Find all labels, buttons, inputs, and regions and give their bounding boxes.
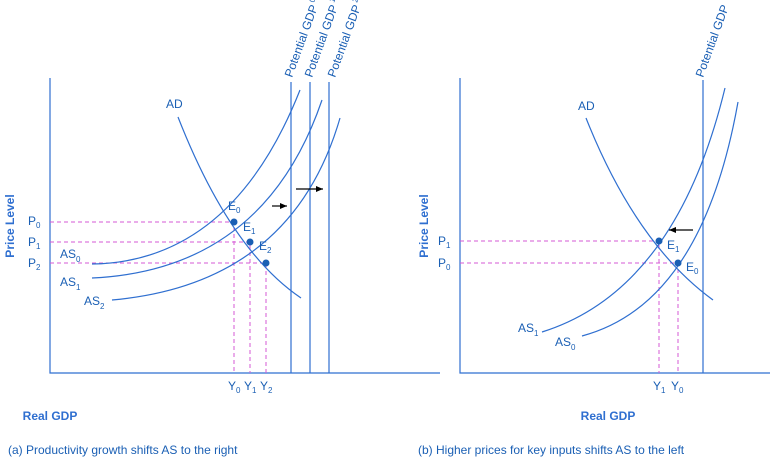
panel-b-x-axis-label: Real GDP xyxy=(581,409,636,423)
panel-a-caption: (a) Productivity growth shifts AS to the… xyxy=(8,443,238,457)
panel-b-e0-label: E0 xyxy=(686,260,699,276)
panel-b: Real GDP Price Level AD Potential GDP AS… xyxy=(417,3,770,457)
panel-b-e0-point xyxy=(674,259,682,267)
panel-b-potential-gdp-label: Potential GDP xyxy=(693,3,732,79)
panel-a-as0-label: AS0 xyxy=(60,247,81,264)
panel-a-p1-label: P1 xyxy=(28,235,41,251)
panel-b-y1-label: Y1 xyxy=(653,379,666,395)
panel-b-as1-label: AS1 xyxy=(518,321,539,338)
panel-a-e0-label: E0 xyxy=(228,199,241,215)
panel-a-ad-curve xyxy=(177,116,302,299)
panel-a-guides xyxy=(50,221,267,373)
panel-b-ad-label: AD xyxy=(578,99,595,113)
panel-a-y2-label: Y2 xyxy=(260,379,273,395)
panel-a-as0-curve xyxy=(91,89,301,265)
panel-b-p1-label: P1 xyxy=(438,234,451,250)
panel-a-y1-label: Y1 xyxy=(244,379,257,395)
panel-b-p0-label: P0 xyxy=(438,256,451,272)
panel-b-e1-label: E1 xyxy=(667,238,680,254)
panel-b-caption: (b) Higher prices for key inputs shifts … xyxy=(418,443,685,457)
panel-a-p2-label: P2 xyxy=(28,256,41,272)
panel-b-axes xyxy=(459,78,770,374)
panel-a-ad-label: AD xyxy=(166,97,183,111)
panel-b-as1-curve xyxy=(541,87,726,333)
panel-a-p0-label: P0 xyxy=(28,214,41,230)
panel-b-as0-label: AS0 xyxy=(555,335,576,352)
panel-a-as1-label: AS1 xyxy=(60,275,81,292)
panel-a-x-axis-label: Real GDP xyxy=(23,409,78,423)
panel-b-guides xyxy=(460,240,679,373)
panel-a: Real GDP Price Level AD AS0 AS1 AS2 Pote… xyxy=(3,0,440,457)
panel-a-e1-label: E1 xyxy=(243,220,256,236)
panel-a-y0-label: Y0 xyxy=(228,379,241,395)
panel-b-y-axis-label: Price Level xyxy=(417,194,431,257)
panel-b-as0-curve xyxy=(581,101,739,337)
panel-a-as2-curve xyxy=(111,117,341,301)
panel-b-y0-label: Y0 xyxy=(671,379,684,395)
panel-a-as1-curve xyxy=(91,99,323,279)
panel-a-e2-label: E2 xyxy=(259,239,272,255)
panel-a-e1-point xyxy=(246,238,254,246)
panel-b-ad-curve xyxy=(585,117,714,301)
panel-a-e0-point xyxy=(230,218,238,226)
panel-a-e2-point xyxy=(262,259,270,267)
panel-a-y-axis-label: Price Level xyxy=(3,194,17,257)
panel-b-e1-point xyxy=(655,237,663,245)
panel-a-as2-label: AS2 xyxy=(84,294,105,311)
